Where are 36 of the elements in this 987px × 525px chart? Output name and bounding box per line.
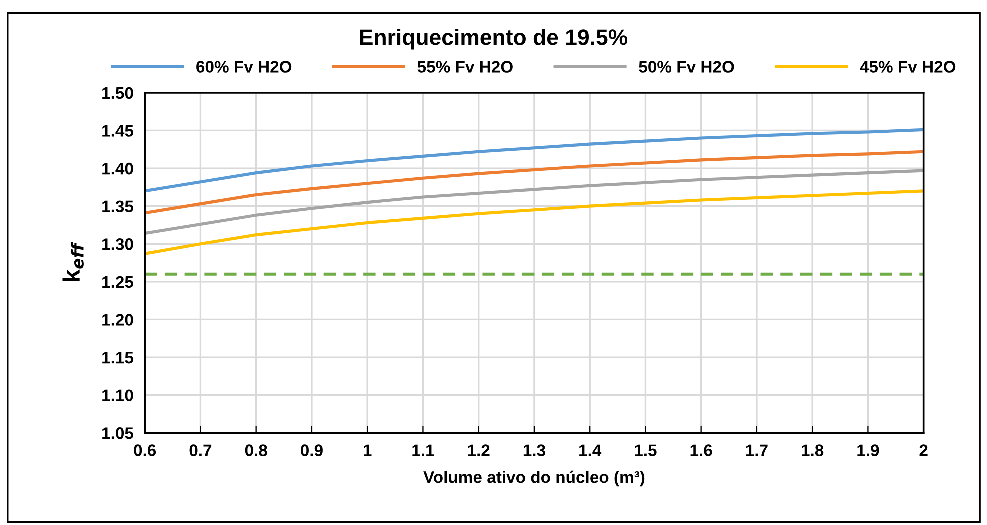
x-tick-label: 1.9: [858, 444, 880, 456]
y-tick-label: 1.40: [102, 162, 134, 175]
line-series: [145, 128, 924, 193]
x-tick-label: 1.2: [468, 444, 490, 456]
line-series: [145, 150, 924, 215]
y-tick-label: 1.25: [102, 276, 134, 288]
x-tick-label: 1.3: [524, 444, 546, 456]
legend-label: 50% Fv H2O: [639, 61, 734, 73]
x-axis-title: Volume ativo do núcleo (m³): [424, 470, 645, 487]
y-tick-label: 1.50: [102, 87, 134, 100]
line-series: [145, 190, 924, 256]
x-tick-label: 0.7: [190, 444, 212, 456]
y-tick-label: 1.20: [102, 314, 134, 326]
x-tick-label: 1.7: [746, 444, 768, 456]
x-tick-label: 1: [364, 444, 372, 456]
x-tick-label: 1.1: [412, 444, 434, 456]
x-tick-label: 0.8: [245, 444, 268, 456]
y-tick-label: 1.10: [102, 390, 134, 402]
x-tick-label: 1.8: [802, 444, 824, 456]
y-tick-label: 1.05: [102, 428, 134, 440]
y-tick-label: 1.30: [102, 238, 134, 250]
y-tick-label: 1.35: [102, 200, 134, 213]
x-tick-label: 0.6: [134, 444, 156, 456]
y-axis-title: k$_{eff}$: [62, 242, 84, 282]
y-tick-label: 1.45: [102, 125, 134, 137]
x-tick-label: 1.6: [690, 444, 712, 456]
x-tick-label: 1.5: [635, 444, 657, 456]
legend-label: 45% Fv H2O: [860, 61, 956, 73]
line-series: [145, 169, 924, 236]
y-tick-label: 1.15: [102, 352, 134, 364]
chart-title: Enriquecimento de 19.5%: [360, 29, 628, 50]
x-tick-label: 1.4: [580, 444, 602, 456]
x-tick-label: 0.9: [301, 444, 323, 456]
x-tick-label: 2: [920, 444, 928, 456]
legend-label: 55% Fv H2O: [418, 61, 513, 73]
legend-label: 60% Fv H2O: [196, 61, 292, 73]
